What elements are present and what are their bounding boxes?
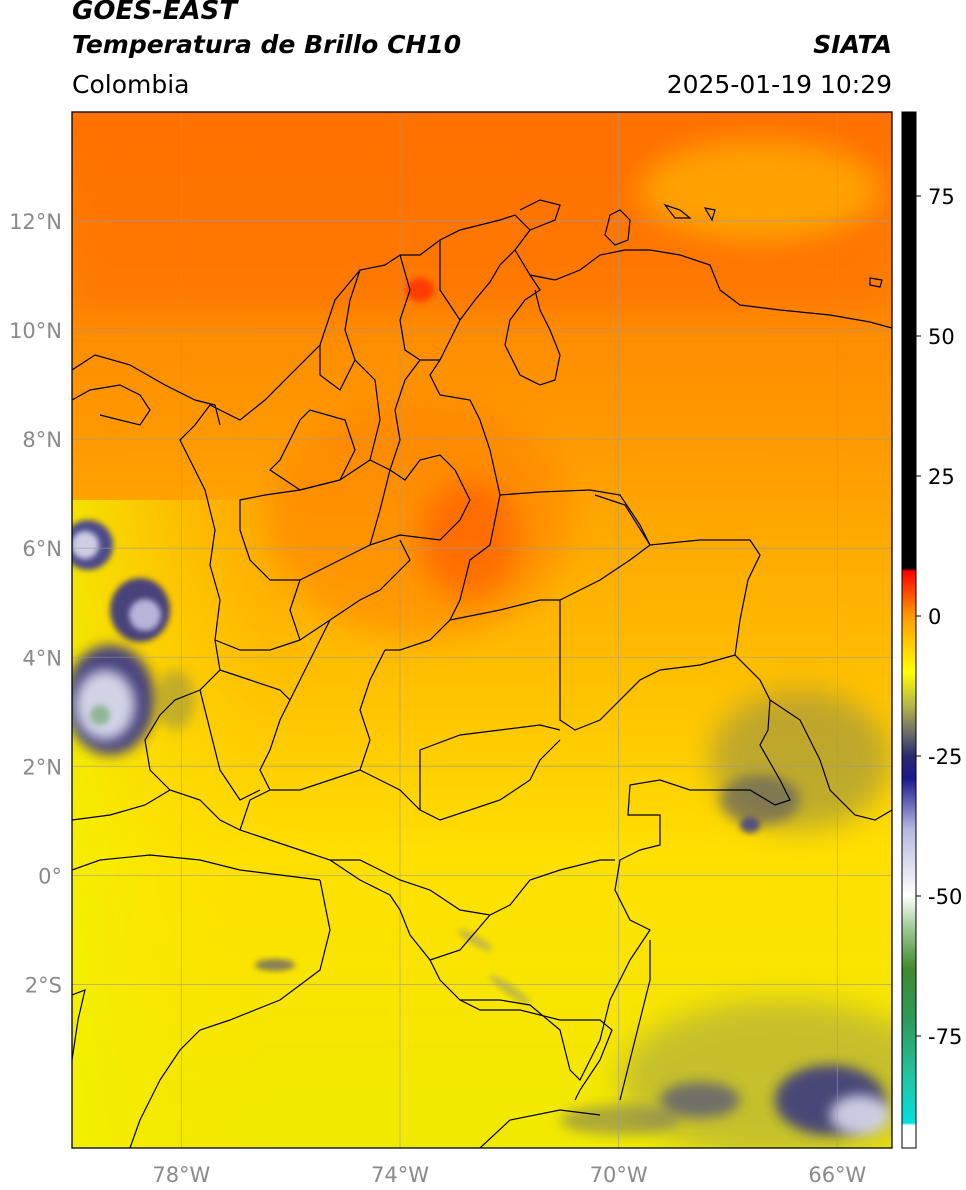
lon-tick-label: 66°W (808, 1163, 866, 1187)
colorbar-tick-label: -25 (928, 745, 962, 769)
colorbar-tick-label: -75 (928, 1025, 962, 1049)
colorbar-ticks: 75 50 25 0 -25 -50 -75 (916, 185, 962, 1049)
colorbar-tick-label: 50 (928, 325, 955, 349)
lon-tick-label: 78°W (152, 1163, 210, 1187)
lat-tick-label: 2°N (22, 755, 62, 779)
lon-tick-label: 70°W (590, 1163, 648, 1187)
map-frame (71, 111, 893, 1149)
satellite-title: GOES-EAST (72, 0, 238, 26)
lat-tick-label: 0° (38, 864, 62, 888)
organization-label: SIATA (813, 30, 892, 59)
lat-tick-label: 12°N (9, 210, 62, 234)
timestamp-label: 2025-01-19 10:29 (666, 70, 892, 99)
colorbar-frame (901, 111, 917, 1149)
colorbar-tick-label: 25 (928, 465, 955, 489)
lat-tick-label: 4°N (22, 646, 62, 670)
lat-tick-label: 6°N (22, 537, 62, 561)
longitude-labels: 78°W 74°W 70°W 66°W (152, 1163, 866, 1187)
product-title: Temperatura de Brillo CH10 (72, 30, 462, 59)
colorbar-tick-label: 0 (928, 605, 941, 629)
map-gridlines (72, 112, 892, 1148)
country-borders (72, 199, 892, 1148)
latitude-labels: 12°N 10°N 8°N 6°N 4°N 2°N 0° 2°S (9, 210, 62, 997)
colorbar-gradient (902, 112, 916, 1148)
lat-tick-label: 10°N (9, 319, 62, 343)
colorbar: 75 50 25 0 -25 -50 -75 (901, 111, 962, 1149)
colorbar-tick-label: 75 (928, 185, 955, 209)
map-imagery (72, 112, 892, 1148)
region-label: Colombia (72, 70, 190, 99)
lon-tick-label: 74°W (371, 1163, 429, 1187)
colorbar-tick-label: -50 (928, 885, 962, 909)
lat-tick-label: 8°N (22, 428, 62, 452)
lat-tick-label: 2°S (25, 973, 62, 997)
